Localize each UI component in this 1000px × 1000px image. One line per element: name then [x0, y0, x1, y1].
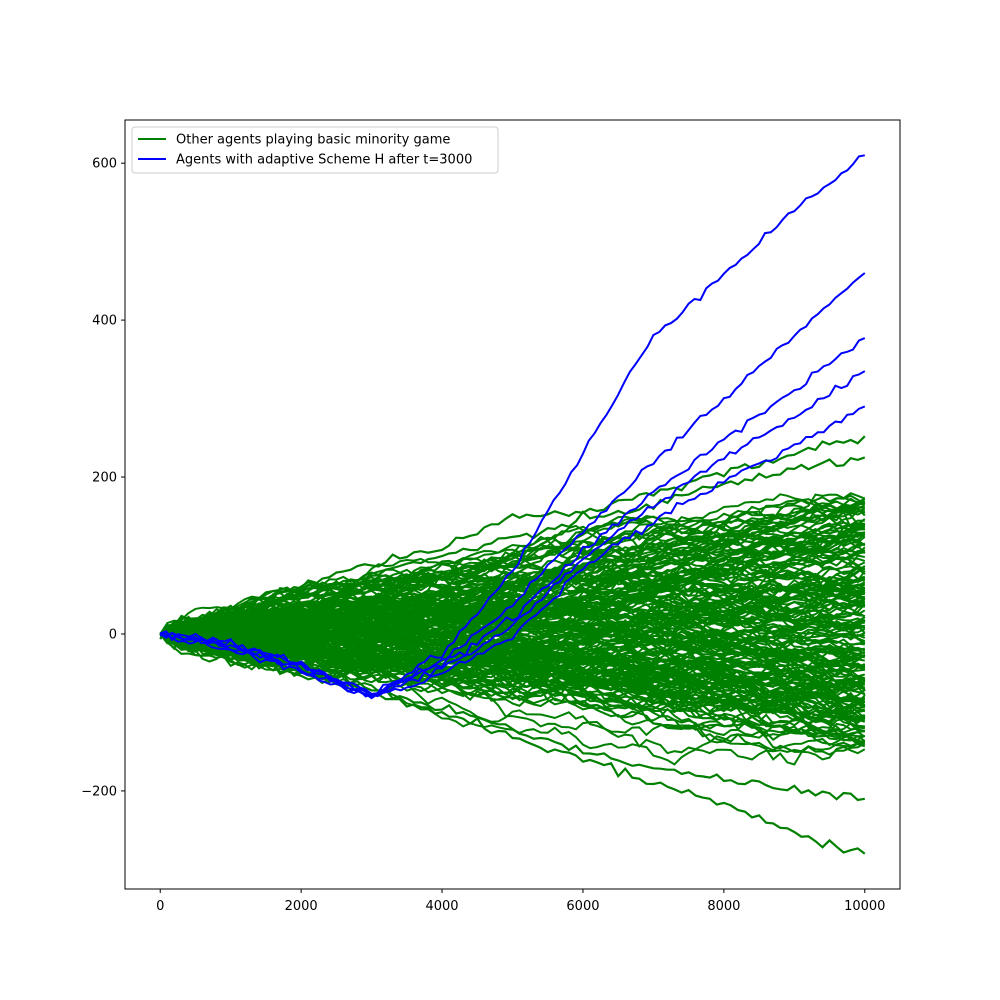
y-tick-label: 400	[92, 314, 117, 329]
x-tick-label: 10000	[844, 899, 885, 914]
green-agent-line	[159, 456, 866, 636]
x-tick-label: 0	[156, 899, 164, 914]
green-agent-line	[160, 562, 865, 641]
green-agent-line	[159, 614, 866, 738]
green-agent-line	[159, 633, 865, 701]
green-agent-line	[159, 612, 865, 661]
green-agent-line	[160, 507, 866, 642]
green-agent-line	[160, 585, 866, 637]
green-agent-line	[159, 435, 866, 640]
legend: Other agents playing basic minority game…	[131, 126, 499, 174]
x-axis: 0 2000 4000 6000 8000 10000	[156, 889, 885, 914]
legend-label: Agents with adaptive Scheme H after t=30…	[176, 153, 472, 168]
green-agent-line	[159, 497, 866, 635]
x-tick-label: 8000	[707, 899, 740, 914]
x-tick-label: 6000	[566, 899, 599, 914]
y-tick-label: 600	[92, 157, 117, 172]
green-agent-line	[159, 630, 865, 686]
green-agent-line	[160, 628, 865, 742]
y-tick-label: −200	[81, 784, 117, 799]
x-tick-label: 2000	[285, 899, 318, 914]
green-agent-line	[159, 505, 865, 644]
green-agent-line	[159, 611, 866, 659]
green-agent-line	[159, 591, 866, 639]
legend-box	[131, 126, 499, 174]
green-agent-line	[159, 622, 865, 683]
legend-label: Other agents playing basic minority game	[176, 133, 450, 148]
green-agent-line	[160, 618, 866, 689]
blue-agent-line	[159, 370, 866, 699]
y-tick-label: 0	[109, 627, 117, 642]
plot-lines	[159, 154, 866, 855]
y-axis: −200 0 200 400 600	[81, 157, 125, 799]
x-tick-label: 4000	[425, 899, 458, 914]
green-agent-line	[159, 612, 866, 645]
green-agent-line	[159, 563, 866, 635]
blue-agent-line	[159, 154, 865, 695]
plot-frame	[124, 119, 901, 890]
green-agent-line	[159, 628, 865, 802]
blue-agent-line	[160, 405, 866, 698]
green-agent-line	[159, 550, 866, 635]
blue-agent-line	[159, 272, 866, 697]
green-agent-line	[159, 633, 866, 855]
y-tick-label: 200	[92, 471, 117, 486]
